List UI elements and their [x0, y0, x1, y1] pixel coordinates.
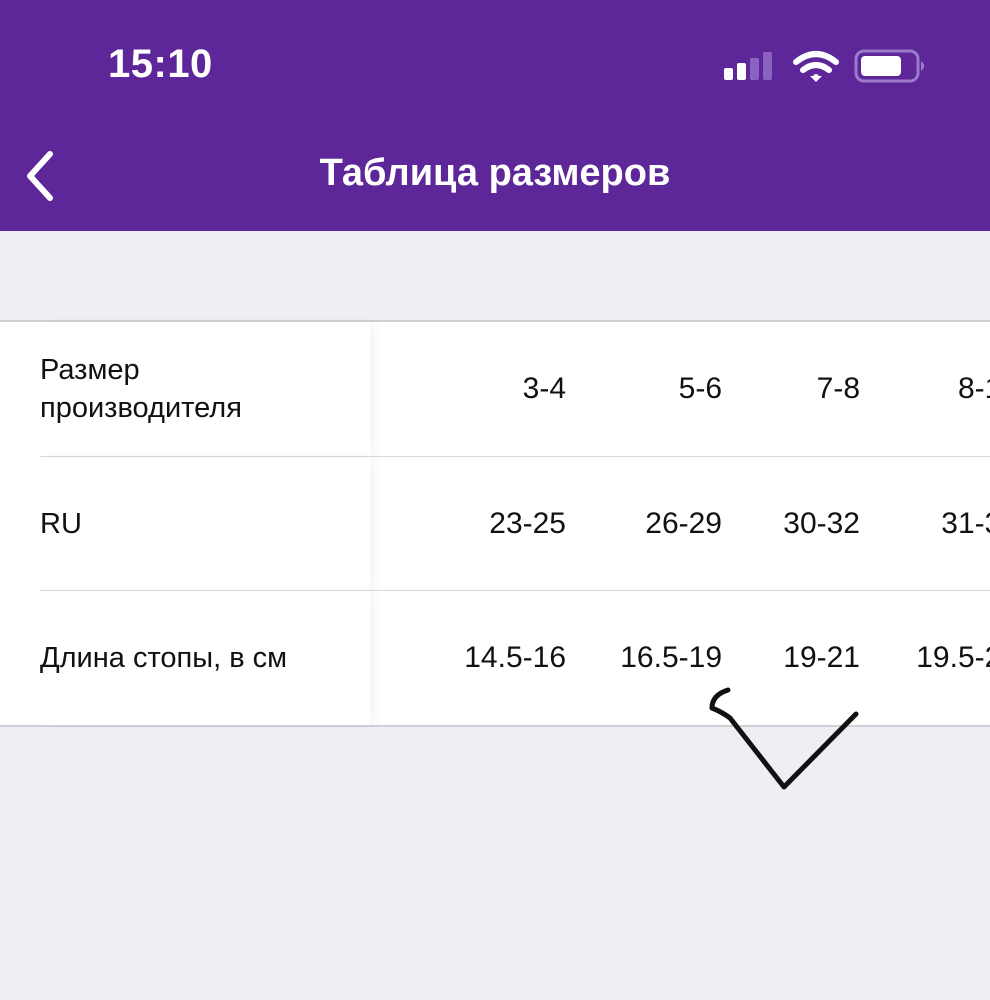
battery-icon: [854, 49, 924, 83]
table-cell: 19-21: [783, 641, 860, 674]
table-cell: 30-32: [783, 507, 860, 540]
table-row: RU 23-25 26-29 30-32 31-34: [40, 456, 990, 591]
back-button[interactable]: [18, 148, 68, 204]
table-cell: 19.5-22: [916, 641, 990, 674]
table-cell: 14.5-16: [464, 641, 566, 674]
table-row: Длина стопы, в см 14.5-16 16.5-19 19-21 …: [40, 590, 990, 725]
cellular-signal-icon: [724, 52, 772, 80]
wifi-icon: [793, 51, 839, 82]
status-icons: [720, 48, 930, 93]
table-cell: 5-6: [678, 372, 722, 405]
table-cell: 16.5-19: [620, 641, 722, 674]
table-margin: [0, 322, 40, 725]
status-time: 15:10: [108, 42, 213, 86]
size-table[interactable]: Размер производителя 3-4 5-6 7-8 8-10 RU…: [0, 320, 990, 727]
table-cell: 8-10: [957, 372, 990, 405]
row-label: Размер производителя: [40, 322, 370, 456]
table-cell: 3-4: [522, 372, 566, 405]
row-label: RU: [40, 457, 370, 591]
table-cell: 31-34: [941, 507, 990, 540]
table-row: Размер производителя 3-4 5-6 7-8 8-10: [40, 322, 990, 456]
page-title: Таблица размеров: [319, 152, 671, 194]
row-label: Длина стопы, в см: [40, 591, 370, 725]
table-cell: 7-8: [816, 372, 860, 405]
chevron-left-icon: [27, 151, 53, 201]
nav-header: 15:10 Таблица разм: [0, 0, 990, 231]
table-cell: 23-25: [489, 507, 566, 540]
table-cell: 26-29: [645, 507, 722, 540]
